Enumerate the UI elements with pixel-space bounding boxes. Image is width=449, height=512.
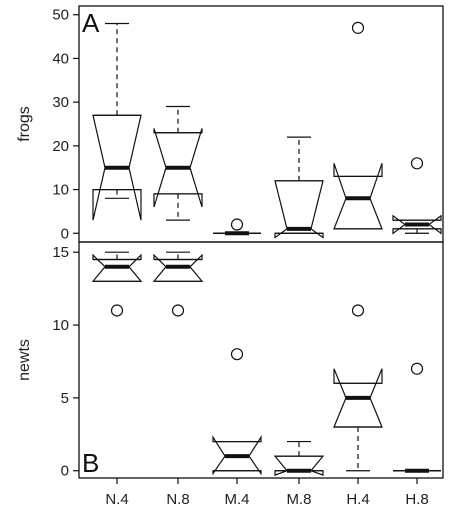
outlier-point: [351, 304, 365, 317]
y-tick-label: 20: [52, 138, 69, 155]
outlier-point: [410, 362, 424, 375]
outlier-point: [351, 21, 365, 34]
y-tick-label: 40: [52, 50, 69, 67]
x-tick-label: M.4: [224, 491, 249, 508]
y-tick-label: 50: [52, 7, 69, 24]
x-tick-label: H.4: [346, 491, 369, 508]
y-tick-label: 5: [61, 390, 69, 407]
x-tick-label: N.4: [105, 491, 128, 508]
outlier-point: [230, 348, 244, 361]
y-axis-label: newts: [16, 339, 33, 381]
outlier-point: [230, 218, 244, 231]
panel-label: A: [82, 8, 100, 38]
shared-x-axis: N.4 N.8 M.4 M.8 H.4 H.8: [105, 478, 429, 508]
frogs-panel: 0 10 20 30 40 50 frogs A: [16, 5, 444, 243]
y-tick-label: 0: [61, 225, 69, 242]
y-tick-label: 30: [52, 94, 69, 111]
x-tick-label: H.8: [405, 491, 428, 508]
x-tick-label: M.8: [286, 491, 311, 508]
newts-panel: 0 5 10 15 newts B: [16, 241, 444, 480]
y-tick-label: 10: [52, 182, 69, 199]
panel-label: B: [82, 448, 99, 478]
y-tick-label: 10: [52, 317, 69, 334]
plot-frame: [78, 241, 444, 479]
x-tick-label: N.8: [166, 491, 189, 508]
outlier-point: [410, 157, 424, 170]
y-axis-label: frogs: [16, 106, 33, 142]
y-tick-label: 15: [52, 244, 69, 261]
outlier-point: [171, 304, 185, 317]
outlier-point: [110, 304, 124, 317]
y-tick-label: 0: [61, 463, 69, 480]
